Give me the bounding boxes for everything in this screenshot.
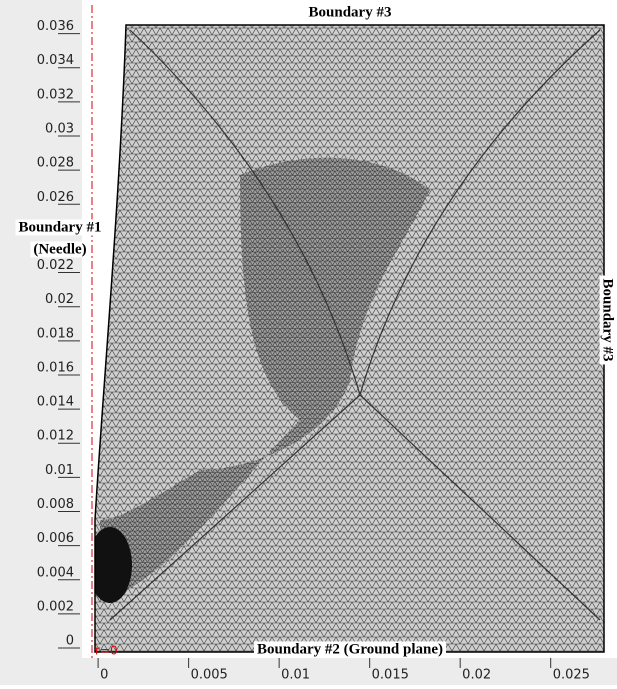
origin-label: r=0: [95, 644, 118, 658]
x-tick-label: 0.015: [372, 668, 409, 683]
y-tick-label: 0.02: [45, 292, 74, 307]
mesh: [80, 20, 610, 660]
x-tick-label: 0.02: [462, 668, 491, 683]
y-tick-label: 0.03: [45, 122, 74, 137]
boundary-label: (Needle): [33, 241, 86, 257]
y-tick-label: 0.036: [37, 19, 74, 34]
y-tick-label: 0: [66, 634, 74, 649]
y-tick-label: 0.006: [37, 531, 74, 546]
x-tick-label: 0.025: [553, 668, 590, 683]
y-tick-label: 0.026: [37, 190, 74, 205]
y-tick-label: 0.022: [37, 258, 74, 273]
y-tick-label: 0.008: [37, 497, 74, 512]
boundary-label: Boundary #3: [309, 4, 392, 20]
x-tick-label: 0.005: [191, 668, 228, 683]
boundary-label-group: Boundary #1: [16, 219, 105, 235]
boundary-label-group: Boundary #3: [600, 276, 616, 365]
y-tick-label: 0.016: [37, 360, 74, 375]
y-tick-label: 0.032: [37, 87, 74, 102]
boundary-label: Boundary #1: [19, 219, 102, 235]
y-tick-label: 0.01: [45, 463, 74, 478]
y-tick-label: 0.034: [37, 53, 74, 68]
boundary-label: Boundary #3: [600, 279, 616, 362]
y-tick-label: 0.018: [37, 326, 74, 341]
y-tick-label: 0.002: [37, 599, 74, 614]
y-tick-label: 0.014: [37, 395, 74, 410]
y-tick-label: 0.012: [37, 429, 74, 444]
chart: r=0 0 0.002 0.004 0.006 0.008 0.01 0.012 0.014 0…: [0, 0, 617, 685]
boundary-label: Boundary #2 (Ground plane): [257, 641, 443, 657]
y-tick-label: 0.028: [37, 156, 74, 171]
boundary-label-group: Boundary #3: [306, 4, 395, 20]
y-tick-label: 0.004: [37, 565, 74, 580]
boundary-label-group: Boundary #2 (Ground plane): [254, 641, 446, 657]
boundary-label-group: (Needle): [30, 241, 89, 257]
x-tick-label: 0.01: [281, 668, 310, 683]
y-ruler: [0, 0, 82, 685]
x-tick-label: 0: [100, 668, 108, 683]
